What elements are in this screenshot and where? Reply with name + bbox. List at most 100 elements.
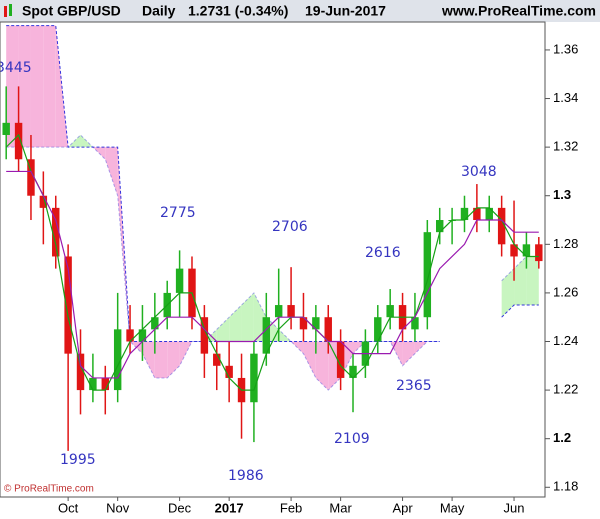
cloud [92,147,106,160]
date: 19-Jun-2017 [305,3,386,19]
cloud [303,341,316,378]
y-tick-label: 1.3 [553,187,571,202]
header-bar [0,0,600,22]
x-tick-label: May [440,500,465,515]
plot-border [0,21,546,498]
cloud [291,341,304,354]
cloud [514,256,527,306]
cloud [18,25,31,148]
candle-body [76,353,85,391]
candle-body [522,244,531,257]
cloud [402,341,415,366]
candle-body [510,244,518,257]
last-price: 1.2731 (-0.34%) [188,3,288,19]
cloud [526,256,539,306]
period: Daily [142,3,176,19]
cloud [229,305,242,342]
candle-body [2,122,10,135]
candle-body [485,207,493,221]
y-tick-label: 1.26 [553,284,578,299]
footer: © ProRealTime.com [4,484,94,495]
cloud [167,341,180,378]
y-tick-label: 1.22 [553,382,578,397]
annotation: 2616 [365,245,401,261]
candle-body [436,220,444,233]
cloud [501,268,515,318]
candle-body [175,268,184,293]
candle-body [113,329,122,391]
x-tick-label: Dec [168,500,192,515]
candle-body [299,317,308,330]
x-tick-label: Mar [329,500,352,515]
y-tick-label: 1.32 [553,139,578,154]
annotation: 1986 [228,468,264,484]
candle-body [497,207,506,245]
candle-body [200,317,209,354]
annotation: 2109 [334,431,370,447]
cloud [68,134,81,148]
candle-body [312,317,320,330]
y-tick-label: 1.2 [553,430,571,445]
cloud [179,341,192,366]
candle-body [535,244,543,262]
annotation: 2365 [396,378,432,394]
candle-body [262,317,271,354]
cloud [43,25,56,148]
candle-body [39,195,48,208]
annotation: 3048 [461,164,497,180]
cloud [278,329,292,342]
y-tick-label: 1.18 [553,479,578,494]
candle-body [473,207,481,221]
candle-body [138,329,147,342]
cloud [142,341,155,378]
span-b [6,25,539,343]
cloud [216,317,230,342]
candle-body [225,365,233,378]
cloud [315,341,329,391]
candle-body [213,353,221,366]
candle-body [101,377,109,391]
candle-body [386,305,394,318]
cloud [414,341,428,354]
cloud [30,25,44,148]
x-tick-label: 2017 [215,500,244,515]
cloud [241,292,254,342]
cloud [105,147,118,196]
cloud [6,25,19,148]
candle-body [374,317,382,342]
cloud [154,341,168,378]
x-tick-label: Jun [504,500,525,515]
candle-body [336,341,345,378]
annotation: 2706 [272,219,308,235]
cloud [390,341,403,366]
icon [9,4,12,16]
candle-body [349,365,357,378]
cloud [80,134,93,148]
site: www.ProRealTime.com [441,3,596,19]
candle-body [151,317,159,330]
candle-body [27,159,35,196]
x-tick-label: Feb [280,500,302,515]
annotation: 2775 [160,205,196,221]
annotation: 3445 [0,60,32,76]
candle-body [411,317,419,330]
candle-body [274,305,283,318]
candle-body [14,122,23,160]
indicator-line [6,170,539,379]
icon [4,6,7,17]
candle-body [64,256,72,354]
y-tick-label: 1.36 [553,41,578,56]
candle-body [89,377,97,391]
annotation: 1995 [60,452,96,468]
candle-body [423,232,432,318]
candle-body [287,305,295,318]
candle-body [126,329,134,342]
candle-body [324,317,332,342]
plot-area [2,25,543,451]
cloud [117,147,131,342]
candle-body [460,207,469,221]
x-tick-label: Nov [106,500,130,515]
y-tick-label: 1.24 [553,333,578,348]
